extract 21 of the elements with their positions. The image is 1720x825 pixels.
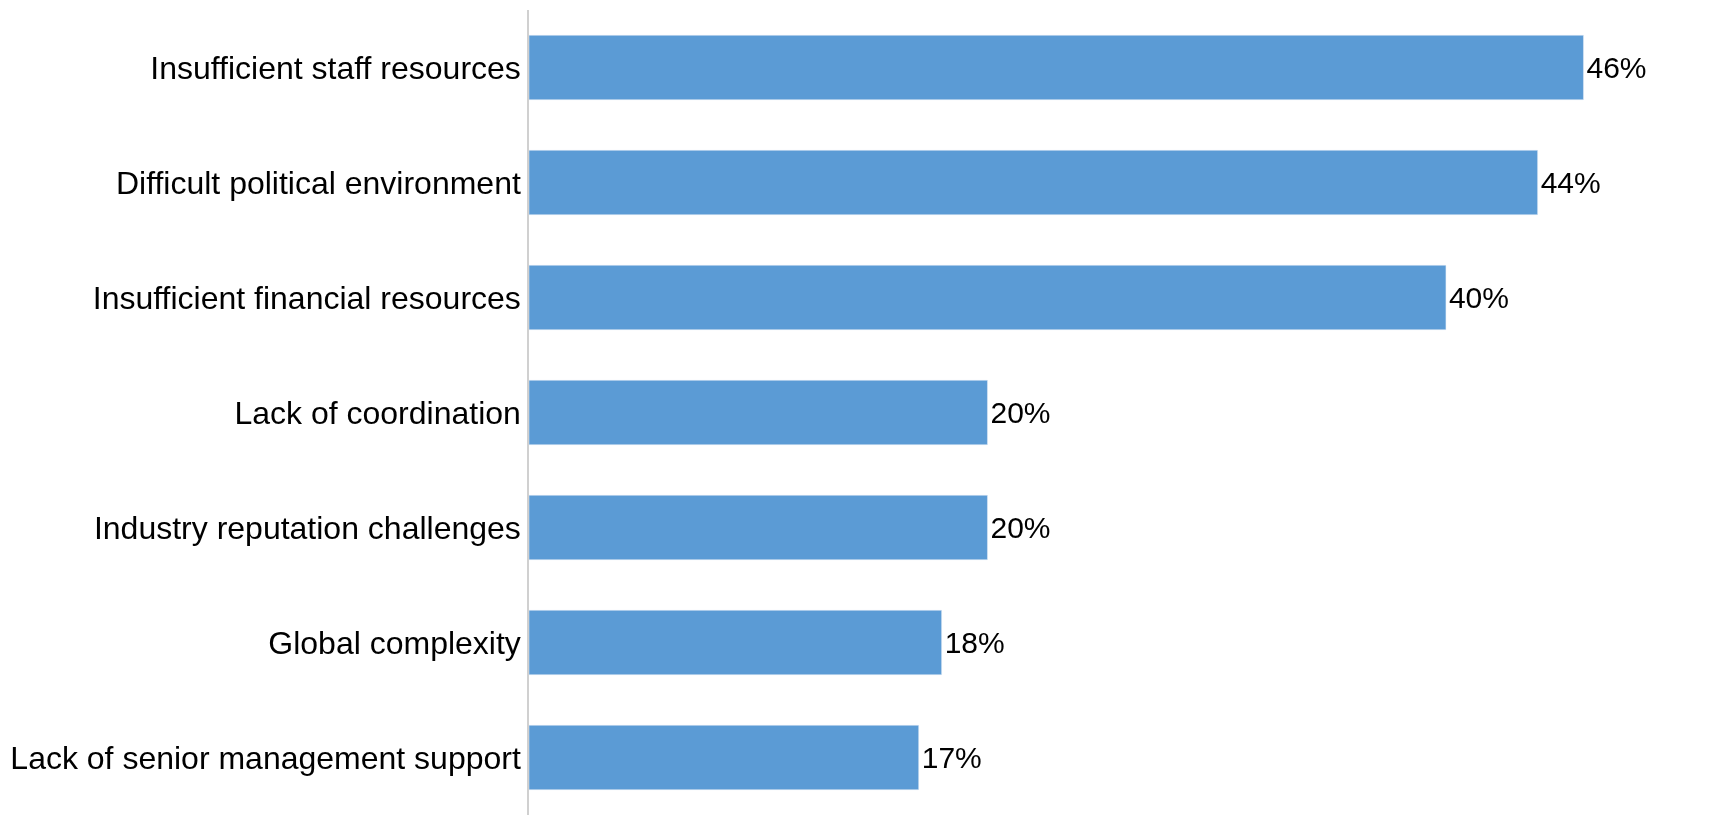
- bar: [529, 35, 1584, 100]
- data-label: 40%: [1448, 281, 1509, 314]
- data-label: 20%: [990, 511, 1051, 544]
- data-label: 46%: [1586, 51, 1647, 84]
- y-tick-label: Lack of coordination: [234, 394, 521, 431]
- data-label: 20%: [990, 396, 1051, 429]
- bar: [529, 495, 988, 560]
- bar: [529, 725, 919, 790]
- y-tick-label: Insufficient financial resources: [92, 279, 521, 316]
- bar: [529, 265, 1447, 330]
- y-tick-label: Global complexity: [268, 624, 521, 661]
- data-label: 18%: [944, 626, 1005, 659]
- bar: [529, 150, 1538, 215]
- y-tick-label: Insufficient staff resources: [150, 49, 521, 86]
- bar: [529, 380, 988, 445]
- y-tick-label: Industry reputation challenges: [93, 509, 521, 546]
- data-label: 17%: [921, 741, 982, 774]
- bar: [529, 610, 942, 675]
- y-tick-label: Lack of senior management support: [10, 739, 521, 776]
- data-label: 44%: [1540, 166, 1601, 199]
- y-tick-label: Difficult political environment: [115, 164, 521, 201]
